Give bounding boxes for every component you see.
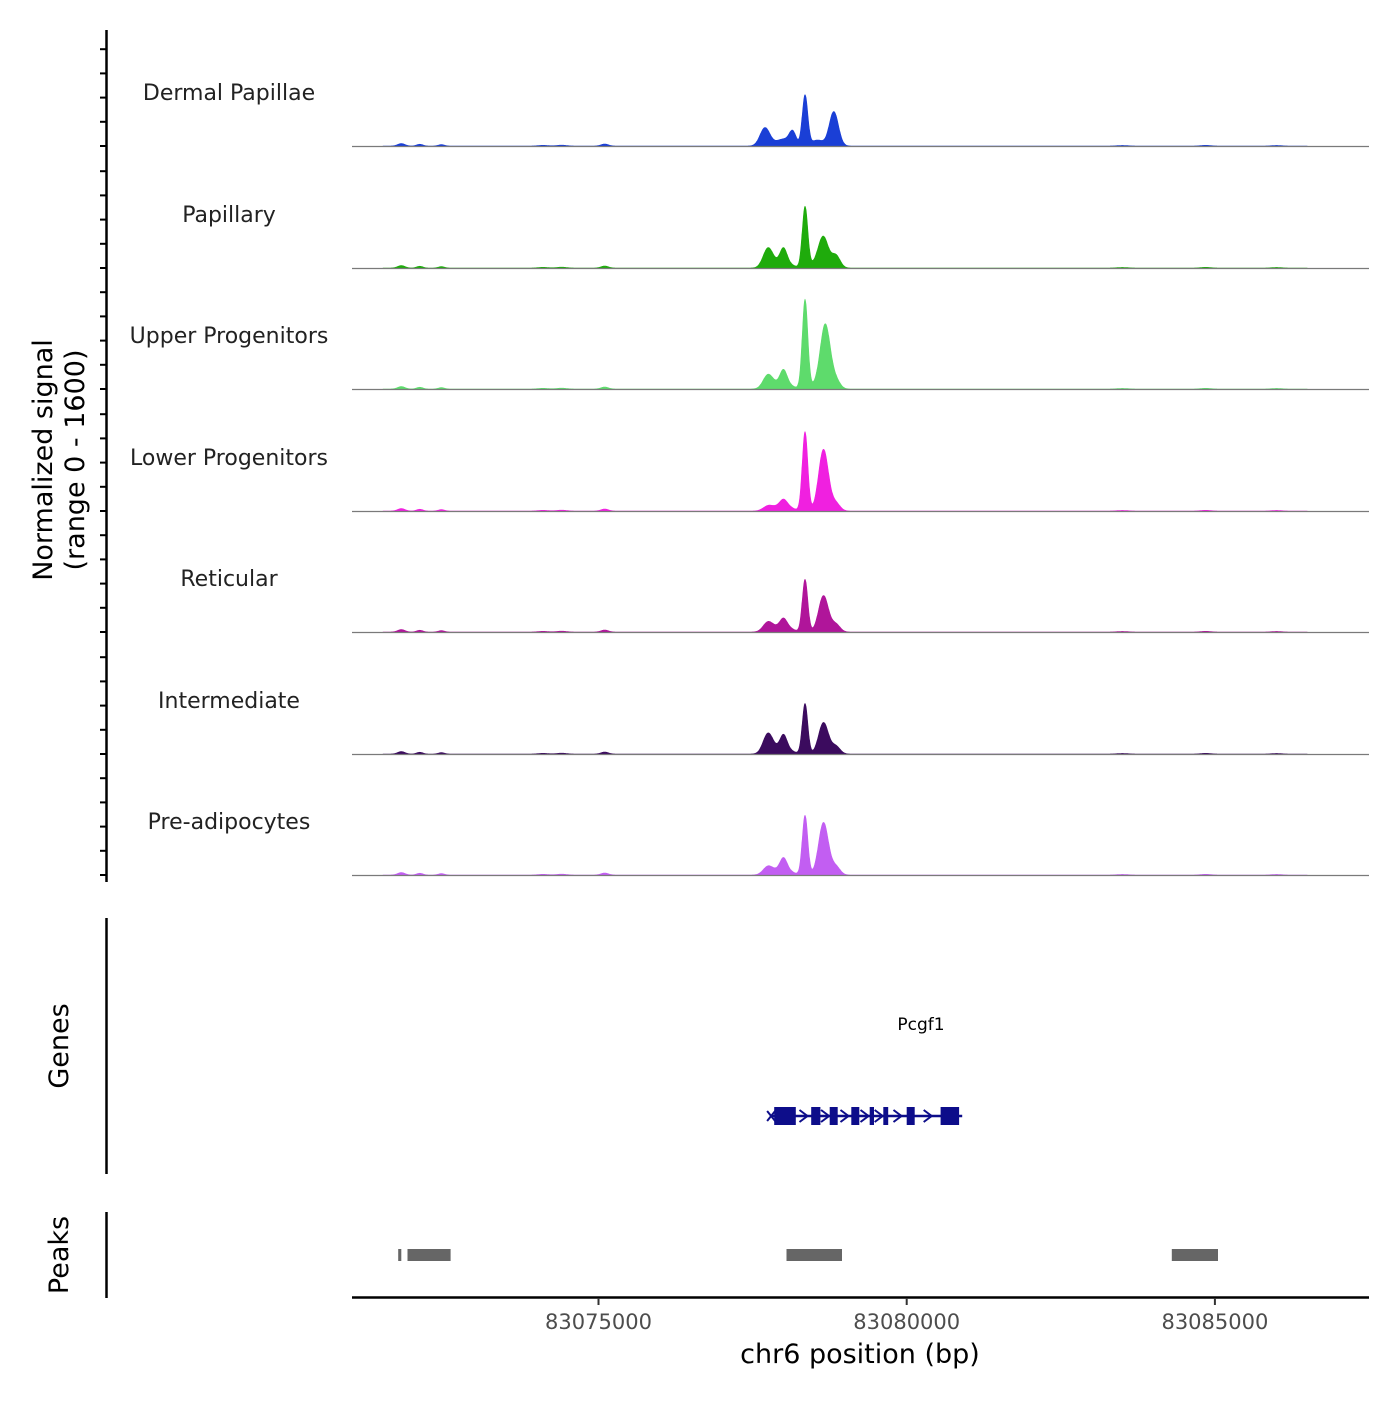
- y-axis-title: Normalized signal: [28, 339, 59, 581]
- peaks-track-label: Peaks: [44, 1216, 75, 1294]
- coverage-track: Papillary: [182, 203, 1369, 270]
- gene-exon: [906, 1107, 915, 1125]
- peak-region: [407, 1249, 451, 1261]
- gene-exon: [829, 1107, 838, 1125]
- strand-arrow: [892, 1109, 904, 1123]
- track-label: Pre-adipocytes: [148, 810, 311, 835]
- gene-exon: [811, 1107, 821, 1125]
- x-tick-label: 83085000: [1161, 1310, 1268, 1334]
- peak-region: [398, 1249, 402, 1261]
- gene-model: [766, 1107, 963, 1125]
- strand-arrow: [874, 1109, 885, 1123]
- coverage-track: Pre-adipocytes: [148, 810, 1369, 877]
- track-label: Intermediate: [158, 689, 300, 714]
- x-tick-label: 83080000: [853, 1310, 960, 1334]
- gene-start-marker: [766, 1110, 776, 1122]
- strand-arrow: [839, 1109, 851, 1123]
- coverage-track: Reticular: [180, 567, 1369, 634]
- x-axis-title: chr6 position (bp): [740, 1339, 980, 1370]
- coverage-track: Intermediate: [158, 689, 1369, 756]
- track-label: Reticular: [180, 567, 278, 592]
- strand-arrow: [923, 1109, 934, 1123]
- gene-exon: [940, 1107, 960, 1125]
- track-label: Papillary: [182, 203, 276, 228]
- gene-name-label: Pcgf1: [897, 1015, 944, 1035]
- strand-arrow: [798, 1109, 810, 1123]
- gene-exon: [869, 1107, 874, 1125]
- coverage-track: Dermal Papillae: [143, 81, 1369, 148]
- coverage-tracks: Dermal Papillae Papillary Upper Progenitor…: [130, 81, 1369, 877]
- coverage-track: Lower Progenitors: [130, 431, 1369, 513]
- gene-exon: [851, 1107, 860, 1125]
- y-axis-range: (range 0 - 1600): [60, 350, 91, 571]
- peak-regions: [398, 1249, 1218, 1261]
- track-label: Lower Progenitors: [130, 446, 328, 471]
- coverage-y-axis-ticks: [100, 48, 106, 876]
- gene-exon: [774, 1107, 796, 1125]
- track-label: Upper Progenitors: [130, 324, 329, 349]
- x-axis-ticks: 83075000 83080000 83085000: [545, 1298, 1268, 1334]
- x-tick-label: 83075000: [545, 1310, 652, 1334]
- peak-region: [1171, 1249, 1218, 1261]
- gene-exon: [883, 1107, 889, 1125]
- coverage-track: Upper Progenitors: [130, 298, 1369, 391]
- strand-arrow: [859, 1109, 871, 1123]
- strand-arrow: [820, 1109, 831, 1123]
- track-label: Dermal Papillae: [143, 81, 315, 106]
- peak-region: [786, 1249, 842, 1261]
- genes-track-label: Genes: [44, 1003, 75, 1088]
